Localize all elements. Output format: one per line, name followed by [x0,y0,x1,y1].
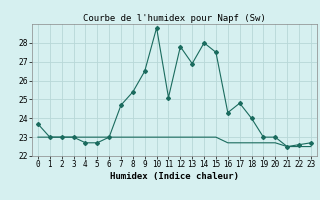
X-axis label: Humidex (Indice chaleur): Humidex (Indice chaleur) [110,172,239,181]
Title: Courbe de l'humidex pour Napf (Sw): Courbe de l'humidex pour Napf (Sw) [83,14,266,23]
